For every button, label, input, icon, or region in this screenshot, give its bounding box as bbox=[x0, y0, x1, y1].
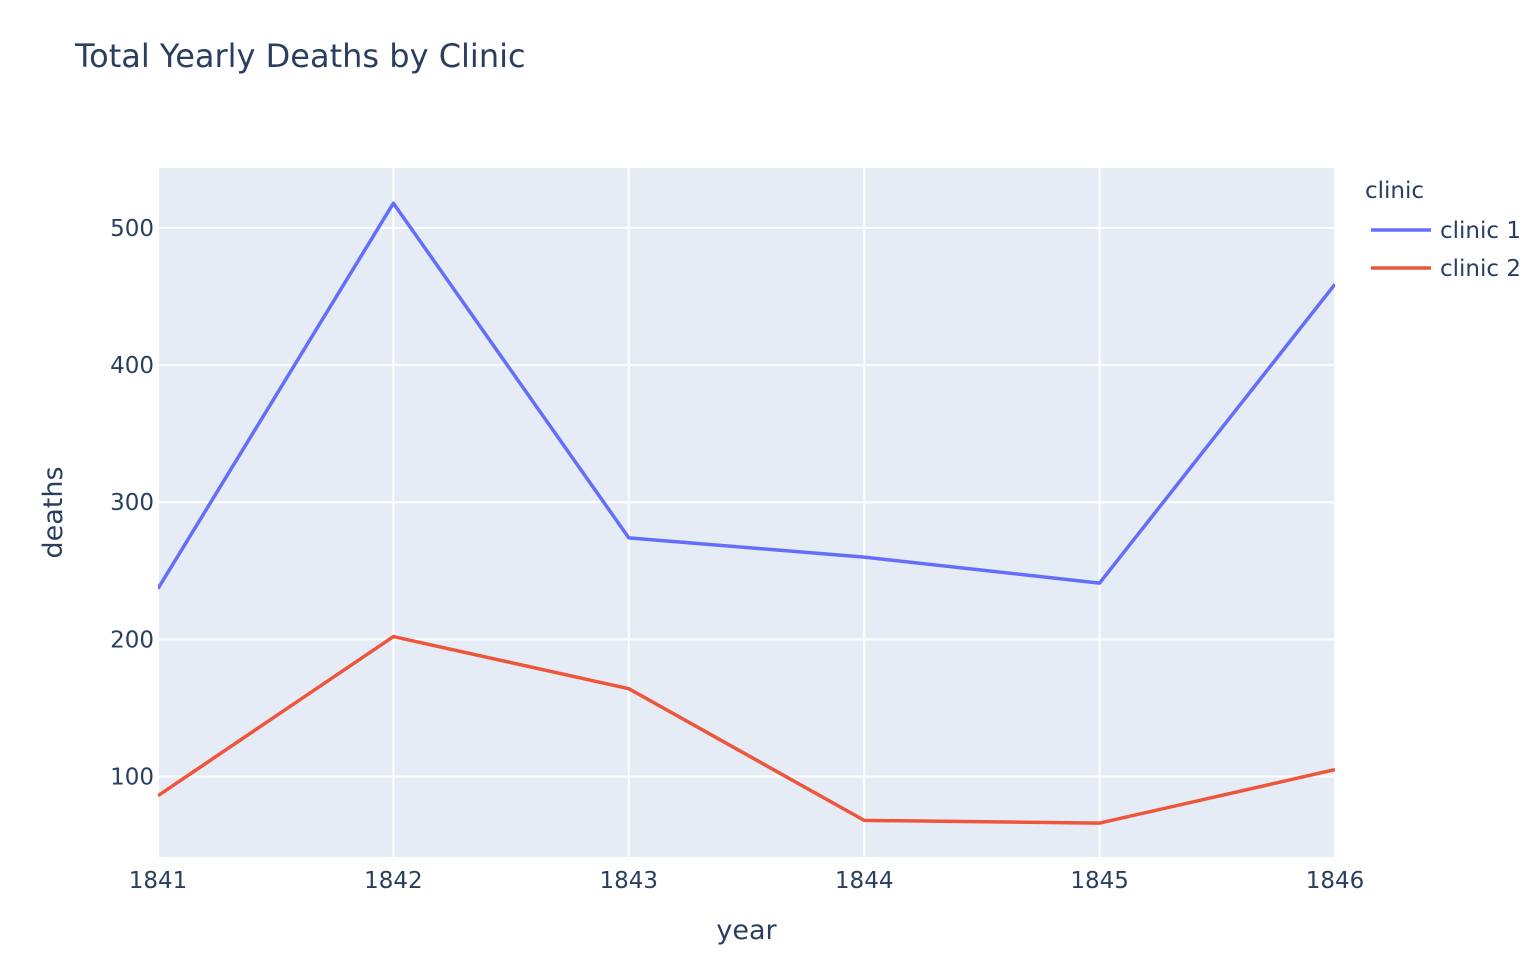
legend: clinic clinic 1 clinic 2 bbox=[1365, 178, 1521, 282]
x-axis-title: year bbox=[716, 915, 777, 946]
x-tick-label: 1841 bbox=[129, 868, 188, 894]
tick-layer: 1841 1842 1843 1844 1845 1846 100 200 300 400 500 bbox=[110, 216, 1364, 894]
x-tick-label: 1842 bbox=[364, 868, 423, 894]
legend-item-1: clinic 1 bbox=[1371, 218, 1521, 244]
x-tick-label: 1845 bbox=[1070, 868, 1129, 894]
series-line-1 bbox=[158, 201, 1335, 590]
chart-title: Total Yearly Deaths by Clinic bbox=[74, 37, 526, 75]
series-line-2 bbox=[158, 634, 1335, 825]
legend-item-2: clinic 2 bbox=[1371, 256, 1521, 282]
y-tick-label: 200 bbox=[110, 627, 154, 653]
y-tick-label: 300 bbox=[110, 490, 154, 516]
series-layer bbox=[158, 201, 1335, 825]
x-tick-label: 1844 bbox=[835, 868, 894, 894]
x-tick-label: 1846 bbox=[1306, 868, 1365, 894]
grid-layer bbox=[157, 168, 1336, 857]
y-tick-label: 400 bbox=[110, 353, 154, 379]
y-tick-label: 100 bbox=[110, 764, 154, 790]
legend-label: clinic 2 bbox=[1440, 256, 1521, 282]
x-tick-label: 1843 bbox=[600, 868, 659, 894]
y-axis-title: deaths bbox=[38, 466, 69, 558]
legend-items: clinic 1 clinic 2 bbox=[1371, 218, 1521, 282]
y-tick-label: 500 bbox=[110, 216, 154, 242]
legend-label: clinic 1 bbox=[1440, 218, 1521, 244]
plot-area bbox=[158, 168, 1335, 857]
legend-title: clinic bbox=[1365, 178, 1424, 204]
